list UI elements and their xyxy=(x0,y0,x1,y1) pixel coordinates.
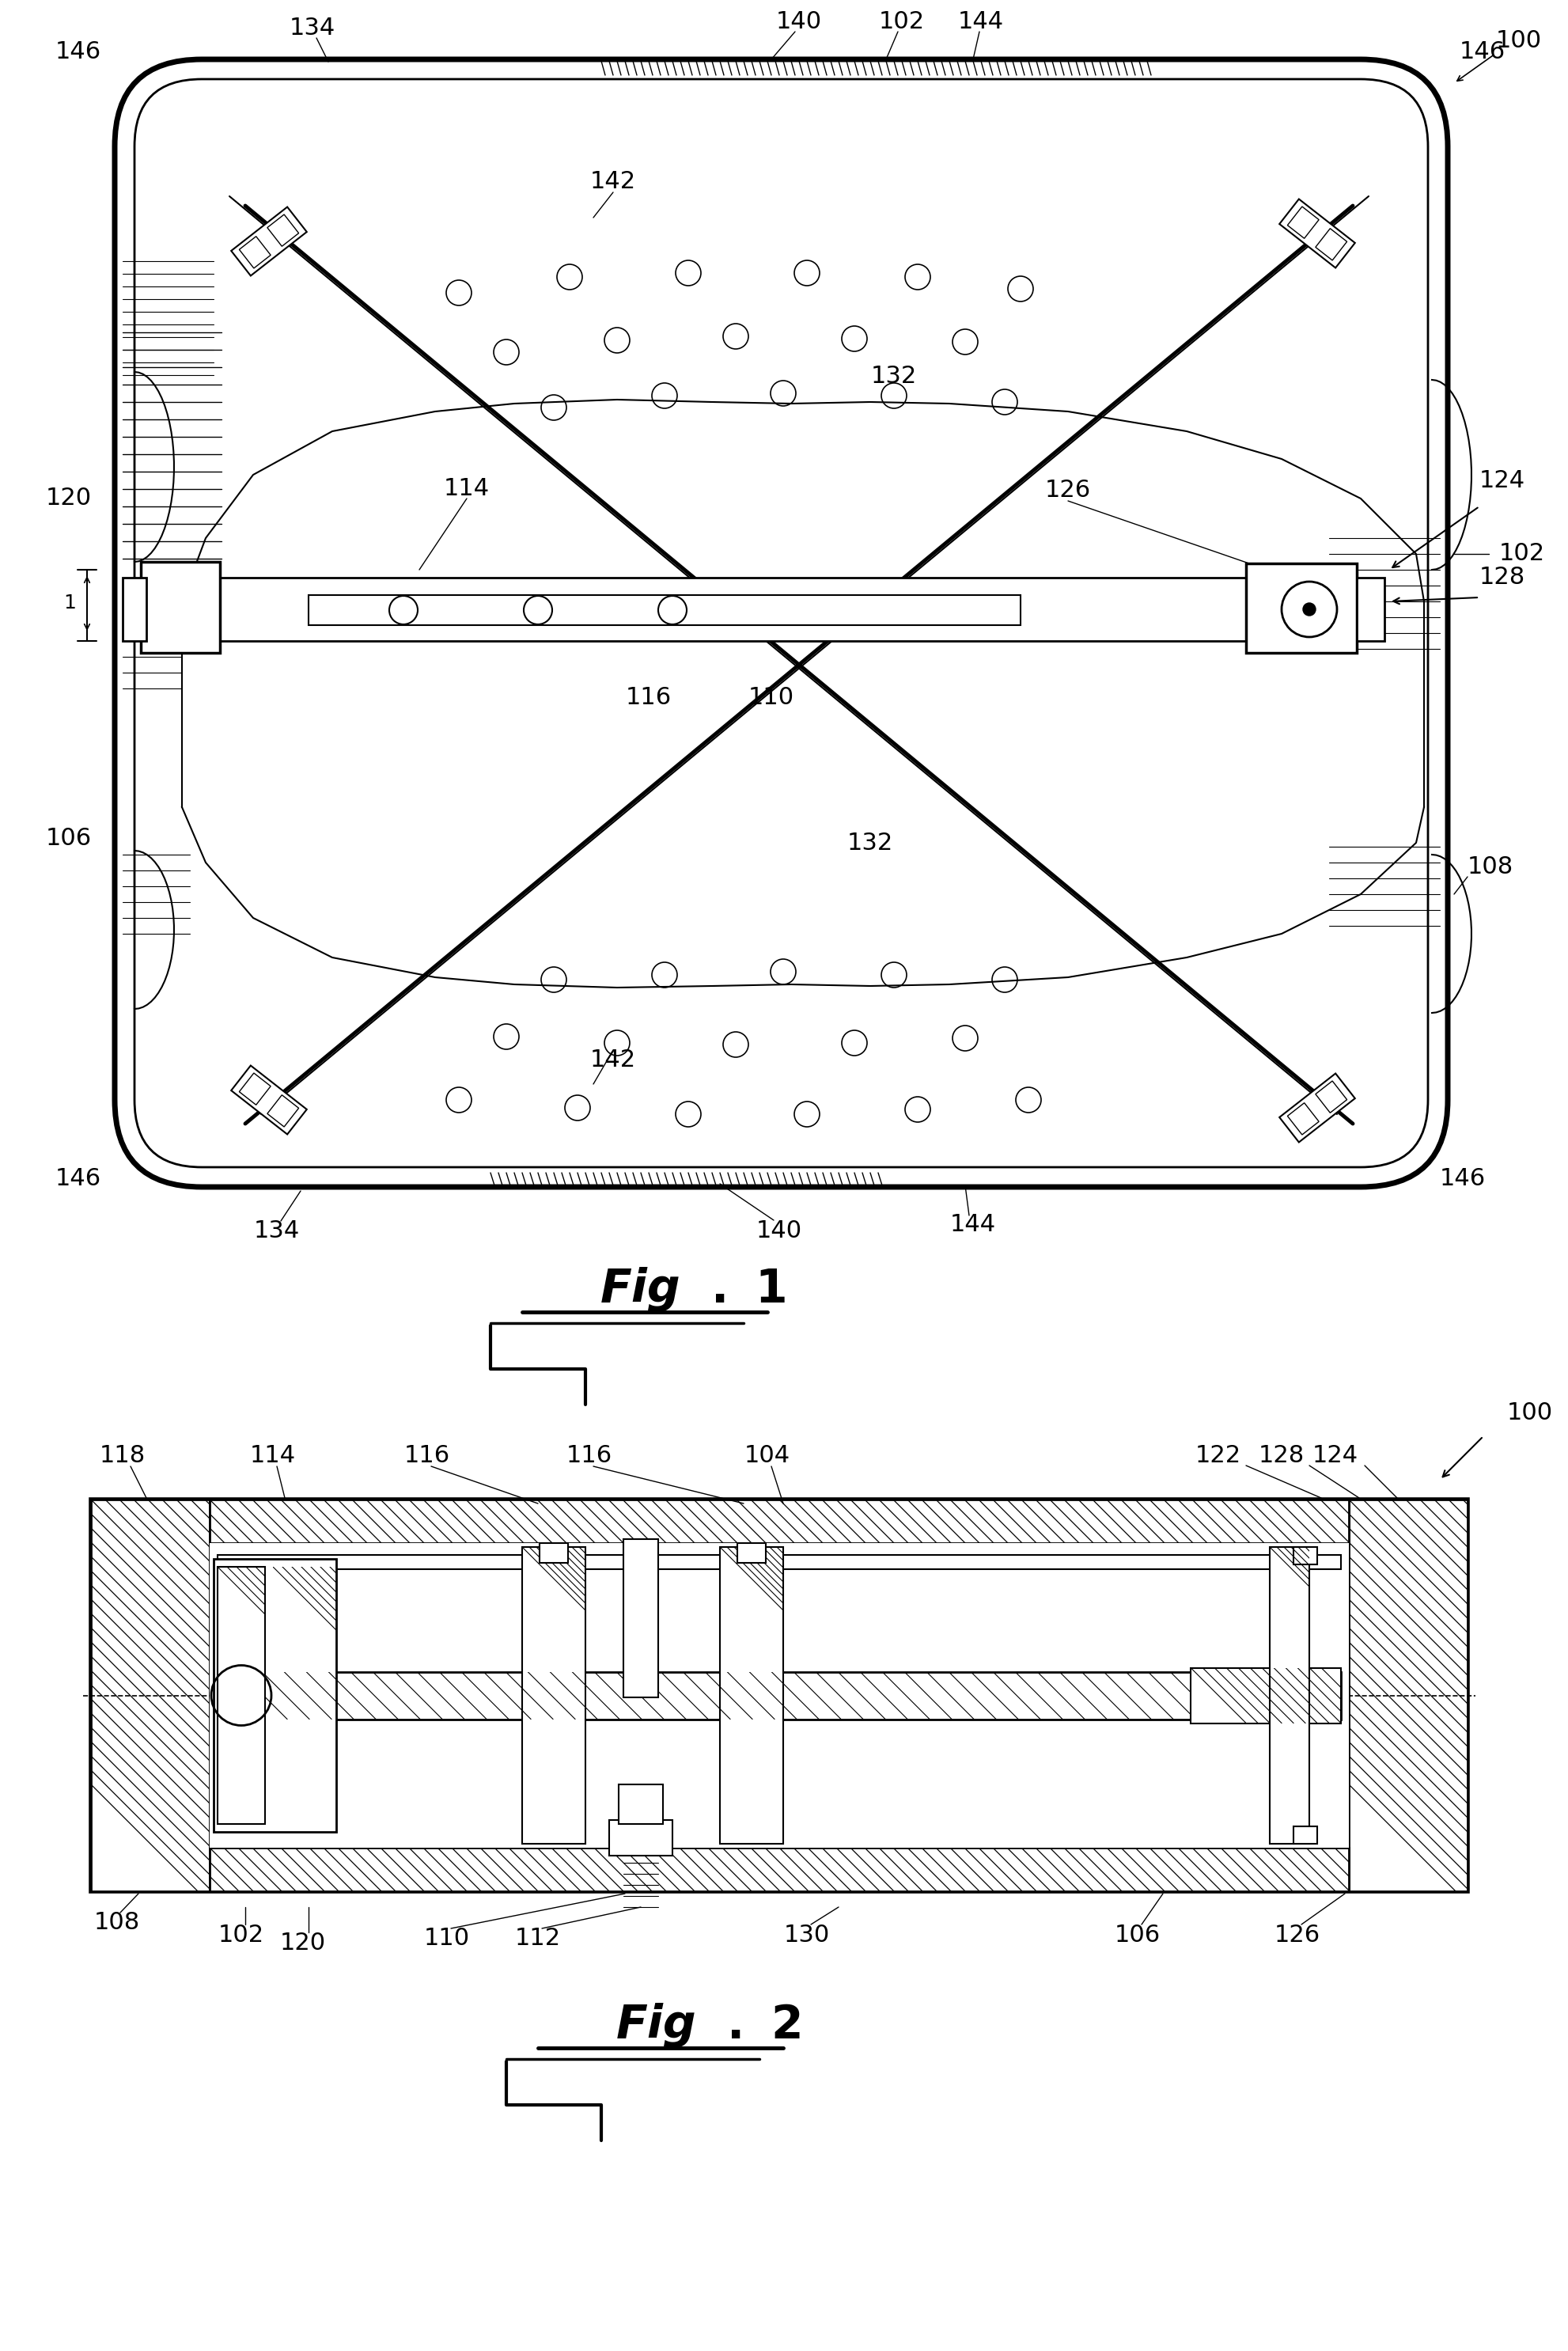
Polygon shape xyxy=(238,1072,271,1105)
Text: 144: 144 xyxy=(958,12,1004,33)
Bar xyxy=(218,1672,1341,1719)
Text: 134: 134 xyxy=(290,16,336,40)
Bar xyxy=(622,1540,659,1697)
Text: .: . xyxy=(726,2003,745,2048)
Bar xyxy=(141,562,220,654)
Bar xyxy=(1356,578,1385,642)
Bar xyxy=(210,1848,1348,1890)
Circle shape xyxy=(1303,602,1316,616)
Text: 116: 116 xyxy=(626,686,671,710)
Polygon shape xyxy=(267,214,298,247)
Text: 100: 100 xyxy=(1496,31,1541,52)
Bar xyxy=(608,1820,673,1855)
Text: 134: 134 xyxy=(254,1220,299,1241)
Text: 128: 128 xyxy=(1479,567,1524,590)
Text: 110: 110 xyxy=(423,1928,470,1951)
Text: 1: 1 xyxy=(754,1267,787,1312)
Text: 130: 130 xyxy=(784,1923,829,1947)
Text: 144: 144 xyxy=(950,1213,996,1237)
Bar xyxy=(218,1566,265,1824)
Bar xyxy=(1348,1500,1466,1890)
Text: 118: 118 xyxy=(99,1444,146,1467)
Text: 146: 146 xyxy=(1439,1168,1485,1190)
Polygon shape xyxy=(1279,1074,1355,1143)
Bar xyxy=(91,1500,210,1890)
Bar xyxy=(539,1542,568,1563)
Text: 102: 102 xyxy=(218,1923,263,1947)
Text: 142: 142 xyxy=(590,1049,635,1072)
Polygon shape xyxy=(230,1065,307,1133)
Text: 102: 102 xyxy=(878,12,925,33)
Polygon shape xyxy=(1316,228,1347,261)
Text: 124: 124 xyxy=(1312,1444,1358,1467)
Text: 116: 116 xyxy=(566,1444,612,1467)
Bar xyxy=(522,1547,585,1843)
Polygon shape xyxy=(1316,1081,1347,1112)
Bar xyxy=(618,1784,663,1824)
Text: 112: 112 xyxy=(514,1928,561,1951)
Text: 132: 132 xyxy=(870,364,917,388)
Text: 126: 126 xyxy=(1044,480,1090,503)
Text: Fig: Fig xyxy=(601,1267,681,1312)
Text: 146: 146 xyxy=(55,1168,102,1190)
Text: 146: 146 xyxy=(55,40,102,63)
Text: 114: 114 xyxy=(249,1444,296,1467)
Text: 126: 126 xyxy=(1273,1923,1320,1947)
Text: 146: 146 xyxy=(1458,40,1505,63)
Text: .: . xyxy=(710,1267,729,1312)
Text: 140: 140 xyxy=(756,1220,801,1241)
Polygon shape xyxy=(1287,207,1319,237)
Polygon shape xyxy=(1287,1103,1319,1136)
Bar xyxy=(309,595,1021,625)
Text: 106: 106 xyxy=(45,828,93,851)
Text: 1: 1 xyxy=(63,592,75,614)
Text: 2: 2 xyxy=(771,2003,803,2048)
Bar xyxy=(91,1500,1466,1890)
Bar xyxy=(737,1542,765,1563)
Text: 108: 108 xyxy=(1466,856,1513,877)
Text: 116: 116 xyxy=(405,1444,450,1467)
Text: 124: 124 xyxy=(1479,470,1524,494)
Text: 140: 140 xyxy=(776,12,822,33)
Text: 132: 132 xyxy=(847,832,892,853)
Text: 120: 120 xyxy=(45,487,93,510)
Polygon shape xyxy=(238,237,271,268)
Text: 114: 114 xyxy=(444,477,489,501)
Text: 102: 102 xyxy=(1499,543,1544,564)
Polygon shape xyxy=(1279,200,1355,268)
Bar xyxy=(1190,1667,1341,1723)
Polygon shape xyxy=(230,207,307,275)
Text: 106: 106 xyxy=(1115,1923,1160,1947)
Text: 142: 142 xyxy=(590,172,635,193)
Bar xyxy=(1294,1827,1317,1843)
Text: 108: 108 xyxy=(94,1911,140,1935)
Bar xyxy=(213,1559,336,1831)
Text: 128: 128 xyxy=(1258,1444,1305,1467)
Text: Fig: Fig xyxy=(616,2003,696,2048)
Bar xyxy=(1269,1547,1309,1843)
Text: 122: 122 xyxy=(1195,1444,1240,1467)
Text: 104: 104 xyxy=(745,1444,790,1467)
Bar xyxy=(1294,1547,1317,1563)
Bar xyxy=(218,1554,1341,1568)
Polygon shape xyxy=(267,1096,298,1126)
FancyBboxPatch shape xyxy=(114,59,1447,1187)
Text: 110: 110 xyxy=(748,686,793,710)
Bar xyxy=(162,578,1245,642)
Bar xyxy=(210,1500,1348,1542)
Bar xyxy=(210,1542,1348,1848)
Bar xyxy=(1245,564,1356,654)
Text: 120: 120 xyxy=(279,1930,326,1954)
Text: 100: 100 xyxy=(1507,1401,1552,1425)
Bar xyxy=(720,1547,782,1843)
Bar xyxy=(122,578,146,642)
